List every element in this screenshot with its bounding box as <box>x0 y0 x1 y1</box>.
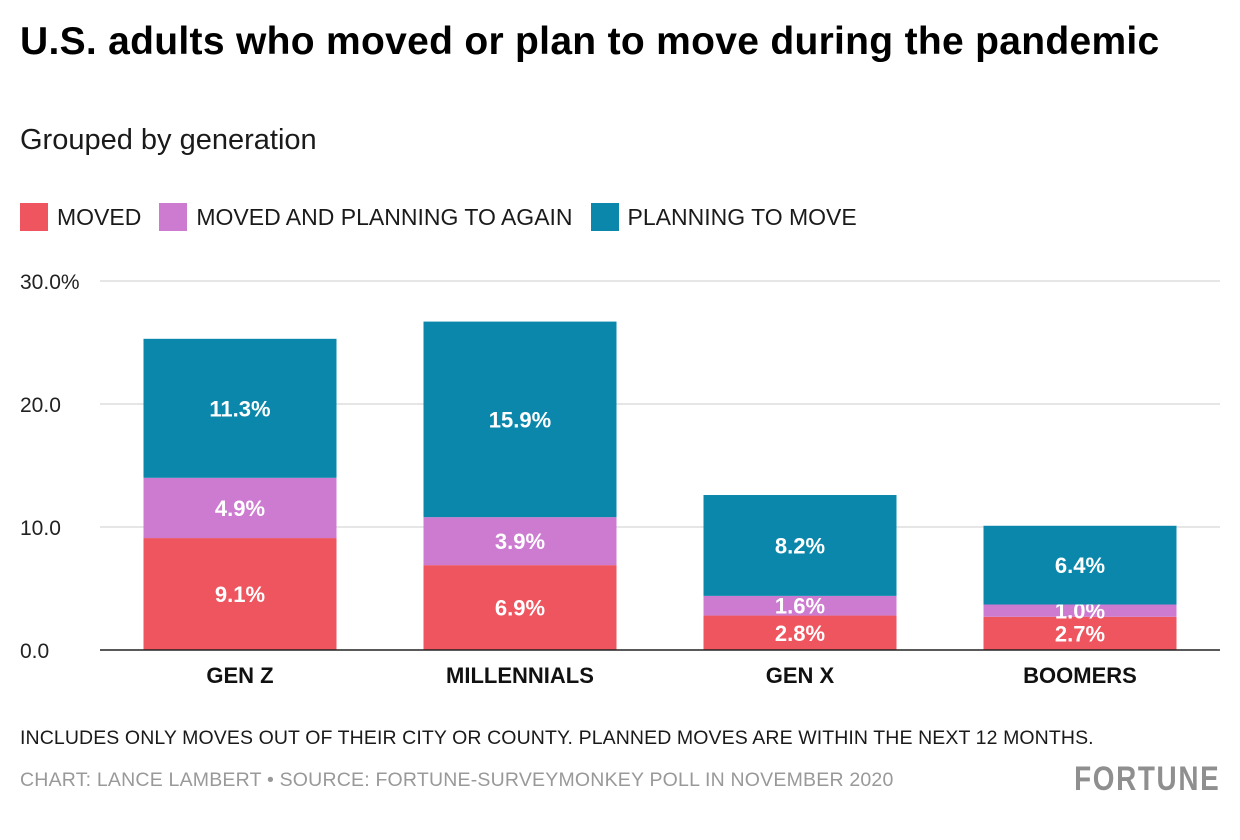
data-label-moved-millennials: 6.9% <box>495 596 545 621</box>
data-label-planning-to-move-boomers: 6.4% <box>1055 553 1105 578</box>
data-label-moved-gen-z: 9.1% <box>215 582 265 607</box>
bar-planning-to-move-boomers <box>983 525 1177 605</box>
y-tick-label: 0.0 <box>20 640 49 663</box>
data-label-moved-and-planning-to-again-millennials: 3.9% <box>495 529 545 554</box>
y-tick-label: 10.0 <box>20 517 61 540</box>
data-label-planning-to-move-gen-z: 11.3% <box>209 396 270 421</box>
chart-subtitle: Grouped by generation <box>20 124 317 156</box>
bar-planning-to-move-millennials <box>423 321 617 518</box>
legend-swatch-moved-and-planning <box>159 203 188 231</box>
bar-moved-boomers <box>983 616 1177 650</box>
x-tick-label: BOOMERS <box>1023 663 1137 688</box>
footnote: INCLUDES ONLY MOVES OUT OF THEIR CITY OR… <box>20 727 1094 749</box>
y-tick-label: 30.0% <box>20 271 80 294</box>
bar-planning-to-move-gen-x <box>703 495 897 596</box>
legend-label-planning-to-move: PLANNING TO MOVE <box>627 203 857 230</box>
bar-moved-gen-x <box>703 615 897 650</box>
bar-moved-and-planning-to-again-gen-x <box>703 595 897 616</box>
fortune-logo: FORTUNE <box>1073 760 1220 798</box>
data-label-moved-boomers: 2.7% <box>1055 621 1105 646</box>
legend-item-moved-and-planning: MOVED AND PLANNING TO AGAIN <box>159 203 573 231</box>
data-label-planning-to-move-millennials: 15.9% <box>489 407 551 432</box>
y-tick-label: 20.0 <box>20 394 61 417</box>
bar-moved-millennials <box>423 565 617 650</box>
bar-moved-and-planning-to-again-millennials <box>423 517 617 566</box>
legend: MOVED MOVED AND PLANNING TO AGAIN PLANNI… <box>20 202 875 232</box>
legend-label-moved-and-planning: MOVED AND PLANNING TO AGAIN <box>196 203 573 230</box>
x-tick-label: GEN Z <box>206 663 273 688</box>
x-tick-label: GEN X <box>766 663 835 688</box>
legend-label-moved: MOVED <box>57 203 142 230</box>
bar-moved-and-planning-to-again-gen-z <box>143 477 337 539</box>
x-tick-label: MILLENNIALS <box>446 663 594 688</box>
legend-swatch-moved <box>20 203 48 231</box>
data-label-moved-and-planning-to-again-gen-x: 1.6% <box>775 594 825 619</box>
bar-moved-and-planning-to-again-boomers <box>983 604 1177 617</box>
chart-title: U.S. adults who moved or plan to move du… <box>20 20 1160 63</box>
data-label-moved-gen-x: 2.8% <box>775 621 825 646</box>
legend-item-moved: MOVED <box>20 203 141 231</box>
data-label-planning-to-move-gen-x: 8.2% <box>775 533 825 558</box>
stacked-bar-chart: 0.0 10.0 20.0 30.0% 9.1% 4.9% 11.3% GEN Z 6.9% 3.… <box>20 271 1220 688</box>
bar-moved-gen-z <box>143 538 337 650</box>
bar-planning-to-move-gen-z <box>143 338 337 478</box>
legend-swatch-planning-to-move <box>590 203 619 231</box>
legend-item-planning-to-move: PLANNING TO MOVE <box>590 203 857 231</box>
data-label-moved-and-planning-to-again-gen-z: 4.9% <box>215 496 265 521</box>
source-credit: CHART: LANCE LAMBERT • SOURCE: FORTUNE-S… <box>20 769 894 791</box>
